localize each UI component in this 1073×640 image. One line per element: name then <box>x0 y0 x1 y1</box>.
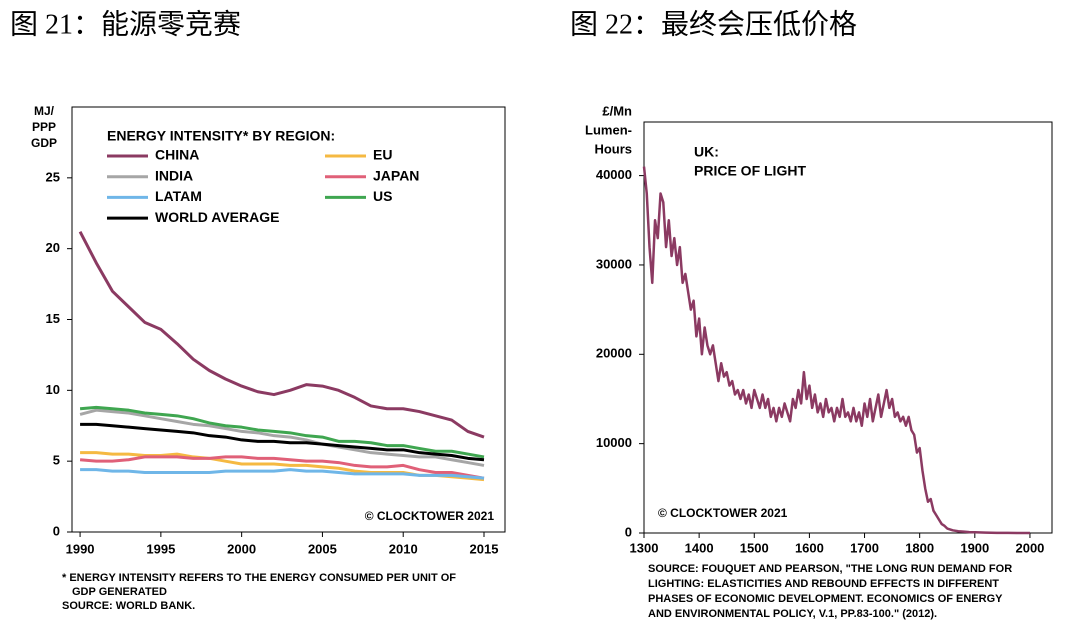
y-tick-label: 10 <box>46 382 60 397</box>
x-tick-label: 2005 <box>308 541 337 556</box>
y-tick-label: 20 <box>46 240 60 255</box>
y-axis-label: Hours <box>594 141 632 156</box>
data-line <box>79 408 485 467</box>
x-tick-label: 1700 <box>850 540 879 555</box>
data-line <box>80 468 485 480</box>
x-tick-label: 1990 <box>66 541 95 556</box>
source-note: PHASES OF ECONOMIC DEVELOPMENT. ECONOMIC… <box>648 593 1003 605</box>
legend-label: US <box>373 188 392 204</box>
source-note: SOURCE: FOUQUET AND PEARSON, "THE LONG R… <box>648 563 1012 575</box>
data-line <box>79 455 485 480</box>
x-tick-label: 1600 <box>795 540 824 555</box>
y-axis-label: Lumen- <box>585 122 632 137</box>
x-tick-label: 1800 <box>905 540 934 555</box>
chart-title: 图 21：能源零竞赛 <box>10 8 241 40</box>
x-tick-label: 1400 <box>685 540 714 555</box>
data-line <box>80 422 485 462</box>
legend-label: LATAM <box>155 188 202 204</box>
source-note: LIGHTING: ELASTICITIES AND REBOUND EFFEC… <box>648 578 999 590</box>
y-tick-label: 10000 <box>596 435 632 450</box>
x-tick-label: 2015 <box>470 541 499 556</box>
y-tick-label: 0 <box>625 524 632 539</box>
y-tick-label: 5 <box>53 453 60 468</box>
x-tick-label: 2000 <box>1015 540 1044 555</box>
y-tick-label: 15 <box>46 311 60 326</box>
legend-label: INDIA <box>155 167 193 183</box>
chart-title: 图 22：最终会压低价格 <box>570 8 857 40</box>
legend-label: WORLD AVERAGE <box>155 209 279 225</box>
footnote: * ENERGY INTENSITY REFERS TO THE ENERGY … <box>62 572 456 584</box>
y-axis-label: PPP <box>32 120 56 134</box>
credit: © CLOCKTOWER 2021 <box>658 506 788 520</box>
credit: © CLOCKTOWER 2021 <box>365 509 495 523</box>
footnote: SOURCE: WORLD BANK. <box>62 600 195 612</box>
x-tick-label: 1300 <box>630 540 659 555</box>
y-axis-label: £/Mn <box>602 103 632 118</box>
data-line <box>79 405 485 459</box>
annotation: UK: <box>694 144 719 160</box>
x-tick-label: 1995 <box>146 541 175 556</box>
data-line <box>78 230 485 439</box>
y-tick-label: 20000 <box>596 346 632 361</box>
plot-frame <box>71 106 506 533</box>
y-tick-label: 40000 <box>596 167 632 182</box>
y-tick-label: 30000 <box>596 256 632 271</box>
data-line <box>642 166 1030 535</box>
y-tick-label: 0 <box>53 523 60 538</box>
x-tick-label: 1500 <box>740 540 769 555</box>
plot-frame <box>643 121 1053 534</box>
x-tick-label: 1900 <box>960 540 989 555</box>
footnote: GDP GENERATED <box>72 586 167 598</box>
x-tick-label: 2000 <box>227 541 256 556</box>
y-tick-label: 25 <box>46 169 60 184</box>
legend-label: CHINA <box>155 147 199 163</box>
legend-title: ENERGY INTENSITY* BY REGION: <box>107 128 335 144</box>
source-note: AND ENVIRONMENTAL POLICY, V.1, PP.83-100… <box>648 608 937 620</box>
legend-label: EU <box>373 147 392 163</box>
x-tick-label: 2010 <box>389 541 418 556</box>
y-axis-label: MJ/ <box>34 104 55 118</box>
legend-label: JAPAN <box>373 167 419 183</box>
annotation: PRICE OF LIGHT <box>694 163 806 179</box>
y-axis-label: GDP <box>31 136 57 150</box>
